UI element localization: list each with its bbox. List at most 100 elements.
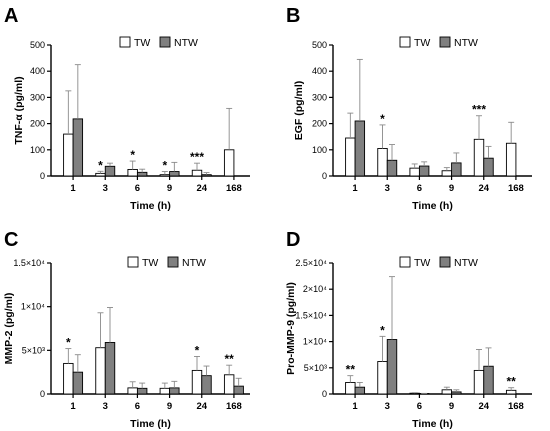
y-axis-title: TNF-α (pg/ml) [13,76,25,144]
legend-label-ntw: NTW [182,257,206,269]
x-tick-label: 168 [226,401,242,412]
panel-letter: C [4,229,18,251]
y-tick-label: 5×10³ [22,345,45,355]
significance-mark: * [66,336,71,350]
bar-ntw [169,171,180,177]
bar-tw [345,137,356,177]
x-tick-label: 9 [449,183,454,194]
y-tick-label: 1×10⁴ [303,337,327,347]
x-tick-label: 168 [508,183,524,194]
bar-ntw [386,339,398,395]
bar-ntw [104,165,116,177]
x-tick-label: 24 [478,183,489,194]
y-tick-label: 300 [30,92,45,102]
bar-tw [441,170,453,177]
y-tick-label: 1.5×10⁴ [295,310,327,320]
y-tick-label: 200 [30,119,45,129]
significance-mark: * [380,323,385,337]
bar-ntw [201,174,212,177]
significance-mark: * [195,343,200,357]
legend-swatch-tw [399,36,411,48]
x-tick-label: 6 [417,183,422,194]
bar-ntw [169,387,180,395]
legend-label-tw: TW [142,257,158,269]
x-tick-label: 1 [352,401,358,412]
legend-swatch-ntw [159,36,171,48]
legend-swatch-tw [399,256,411,268]
bar-tw [377,148,388,177]
x-tick-label: 24 [478,401,489,412]
bar-ntw [354,386,366,395]
legend-label-tw: TW [414,37,430,49]
bar-tw [63,362,74,395]
bar-tw [159,174,171,177]
bar-ntw [386,159,398,177]
significance-mark: *** [472,103,486,117]
bar-ntw [201,375,212,395]
significance-mark: * [380,112,385,126]
legend-swatch-ntw [439,36,451,48]
chart-panel-d: D 0 5×10³ 1×10⁴ 1.5×10⁴ 2×10⁴ 2.5×10⁴ Pro-MMP-9… [285,229,532,430]
bar-ntw [483,157,494,177]
x-axis-title: Time (h) [130,418,171,430]
chart-panel-a: A 0 100 200 300 400 500 TNF-α (pg/ml) Time (h) 1 3… [4,5,250,212]
significance-mark: ** [346,363,356,377]
y-tick-label: 300 [312,92,327,102]
bar-tw [223,149,235,177]
y-tick-label: 400 [312,66,327,76]
x-tick-label: 9 [167,401,172,412]
legend-swatch-tw [127,256,139,268]
bar-tw [159,387,171,395]
significance-mark: ** [506,375,516,389]
bar-tw [95,347,106,395]
bar-tw [377,361,388,395]
bar-tw [191,369,203,395]
bar-ntw [483,365,494,395]
x-tick-label: 9 [449,401,454,412]
y-axis-title: MMP-2 (pg/ml) [3,293,15,365]
bar-tw [441,389,453,395]
bar-tw [473,138,485,177]
legend-label-ntw: NTW [454,257,478,269]
x-tick-label: 1 [70,401,76,412]
bar-ntw [136,387,148,395]
x-tick-label: 24 [196,401,207,412]
bar-tw [127,387,138,395]
bar-tw [409,392,420,395]
x-axis-title: Time (h) [412,418,453,430]
legend-swatch-tw [119,36,131,48]
y-tick-label: 1.5×10⁴ [13,258,45,268]
x-tick-label: 1 [70,183,76,194]
y-tick-label: 0 [40,171,45,181]
significance-mark: *** [190,150,204,164]
x-tick-label: 9 [167,183,172,194]
x-tick-label: 6 [135,401,140,412]
legend: TW NTW [399,36,478,49]
bar-ntw [72,118,84,177]
bar-ntw [451,162,462,177]
bar-tw [63,133,74,177]
y-tick-label: 0 [40,389,45,399]
legend-label-tw: TW [414,257,430,269]
x-tick-label: 168 [226,183,242,194]
legend: TW NTW [399,256,478,269]
x-tick-label: 6 [417,401,422,412]
y-tick-label: 2×10⁴ [303,284,327,294]
bar-ntw [451,391,462,395]
legend-label-ntw: NTW [454,37,478,49]
bar-ntw [418,165,430,177]
legend-label-tw: TW [134,37,150,49]
y-tick-label: 2.5×10⁴ [295,258,327,268]
legend-swatch-ntw [167,256,179,268]
panel-letter: A [4,5,18,27]
y-axis-title: EGF (pg/ml) [293,81,305,141]
bar-ntw [136,171,148,177]
legend-swatch-ntw [439,256,451,268]
chart-panel-c: C 0 5×10³ 1×10⁴ 1.5×10⁴ MMP-2 (pg/ml) Time (h)… [3,229,250,430]
x-tick-label: 3 [385,183,390,194]
panel-letter: B [286,5,300,27]
y-tick-label: 0 [322,171,327,181]
significance-mark: * [130,148,135,162]
x-tick-label: 6 [135,183,140,194]
